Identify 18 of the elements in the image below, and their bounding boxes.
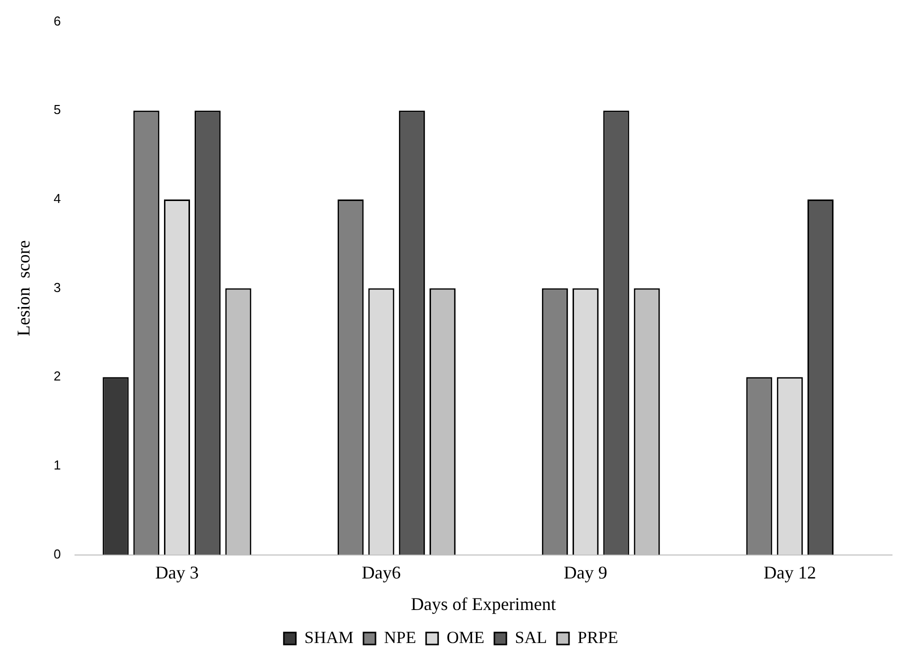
x-tick-label: Day 12 (764, 562, 816, 582)
y-tick-label: 3 (54, 280, 61, 295)
x-axis-title: Days of Experiment (410, 594, 556, 614)
y-tick-label: 5 (54, 102, 61, 118)
legend-label: NPE (384, 628, 416, 647)
y-tick-label: 1 (54, 458, 61, 473)
legend-label: PRPE (578, 628, 618, 647)
y-axis-title: Lesion score (14, 240, 34, 336)
legend-label: OME (446, 628, 484, 647)
y-tick-label: 6 (54, 13, 61, 28)
y-tick-label: 0 (54, 546, 61, 562)
legend-label: SAL (514, 628, 548, 647)
x-tick-label: Day6 (362, 562, 401, 582)
y-tick-label: 4 (54, 191, 61, 206)
y-tick-label: 2 (54, 368, 61, 384)
legend-label: SHAM (304, 628, 354, 647)
x-tick-label: Day 3 (155, 562, 199, 582)
x-tick-label: Day 9 (564, 562, 608, 582)
